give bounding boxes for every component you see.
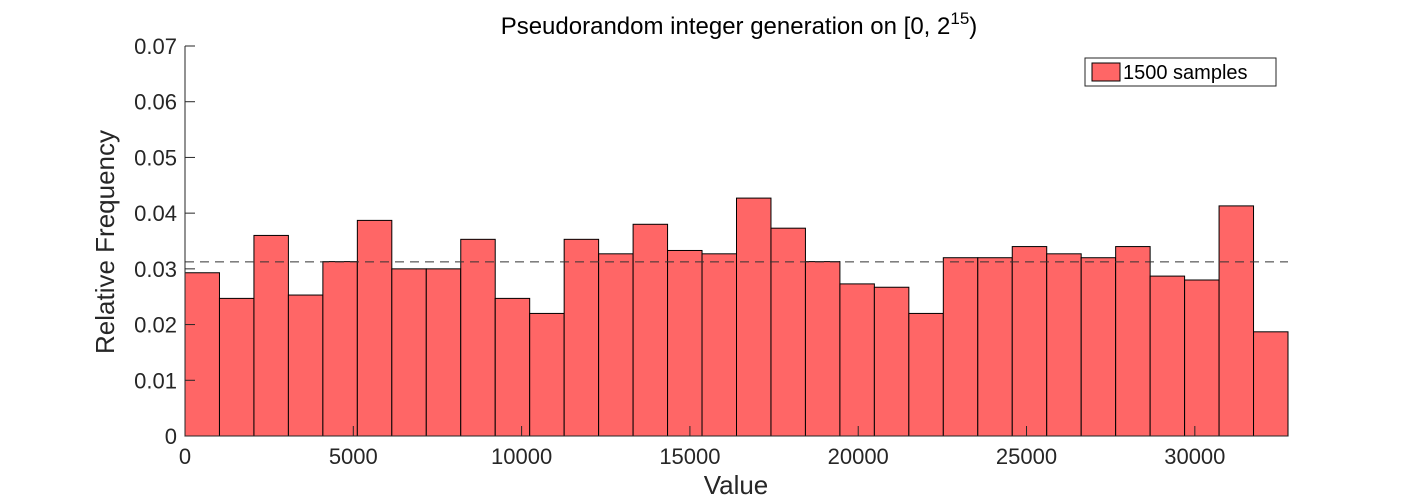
histogram-bar bbox=[736, 197, 772, 437]
y-tick-label: 0.02 bbox=[134, 313, 177, 338]
bars-group bbox=[184, 197, 1289, 437]
chart-title-exponent: 15 bbox=[950, 9, 969, 28]
y-tick-label: 0.07 bbox=[134, 34, 177, 59]
y-tick-label: 0.03 bbox=[134, 257, 177, 282]
histogram-bar bbox=[1149, 275, 1186, 437]
histogram-bar bbox=[598, 253, 634, 437]
x-tick-label: 10000 bbox=[491, 444, 552, 469]
histogram-bar bbox=[391, 268, 427, 437]
y-tick-label: 0.05 bbox=[134, 145, 177, 170]
x-ticks: 0 5000 10000 15000 20000 25000 30000 bbox=[179, 426, 1225, 469]
histogram-bar bbox=[873, 286, 910, 437]
x-tick-label: 25000 bbox=[996, 444, 1057, 469]
histogram-bar bbox=[218, 297, 255, 437]
histogram-bar bbox=[322, 261, 358, 437]
y-axis-title: Relative Frequency bbox=[90, 130, 120, 354]
legend-label: 1500 samples bbox=[1123, 62, 1248, 84]
histogram-bar bbox=[770, 227, 806, 437]
y-tick-label: 0 bbox=[165, 424, 177, 449]
histogram-bar bbox=[701, 253, 737, 437]
histogram-bar bbox=[1115, 246, 1151, 437]
histogram-bar bbox=[529, 312, 565, 437]
histogram-bar bbox=[1046, 253, 1082, 437]
histogram-bar bbox=[563, 238, 600, 437]
x-tick-label: 15000 bbox=[659, 444, 720, 469]
histogram-bar bbox=[460, 238, 496, 437]
histogram-bar bbox=[1184, 279, 1220, 437]
y-ticks: 0 0.01 0.02 0.03 0.04 0.05 0.06 0.07 bbox=[134, 34, 195, 449]
y-tick-label: 0.01 bbox=[134, 368, 177, 393]
y-tick-label: 0.04 bbox=[134, 201, 177, 226]
histogram-bar bbox=[1011, 246, 1048, 437]
y-tick-label: 0.06 bbox=[134, 90, 177, 115]
histogram-bar bbox=[942, 257, 979, 437]
histogram-bar bbox=[632, 223, 669, 437]
histogram-bar bbox=[839, 283, 875, 437]
x-tick-label: 30000 bbox=[1164, 444, 1225, 469]
histogram-bar bbox=[287, 294, 324, 437]
legend: 1500 samples bbox=[1084, 57, 1277, 87]
chart-title: Pseudorandom integer generation on [0, 2… bbox=[501, 9, 978, 40]
chart-title-suffix: ) bbox=[969, 13, 977, 40]
legend-swatch bbox=[1091, 62, 1121, 82]
x-tick-label: 20000 bbox=[828, 444, 889, 469]
histogram-bar bbox=[908, 312, 944, 437]
x-tick-label: 0 bbox=[179, 444, 191, 469]
x-axis-title: Value bbox=[704, 470, 769, 500]
chart-title-main: Pseudorandom integer generation on [0, 2 bbox=[501, 13, 951, 40]
x-tick-label: 5000 bbox=[329, 444, 378, 469]
histogram-bar bbox=[184, 272, 220, 437]
histogram-bar bbox=[1080, 257, 1117, 437]
histogram-bar bbox=[494, 297, 531, 437]
histogram-bar bbox=[1218, 205, 1255, 437]
histogram-bar bbox=[253, 234, 289, 437]
histogram-bar bbox=[425, 268, 462, 437]
histogram-bar bbox=[667, 249, 703, 437]
histogram-bar bbox=[356, 219, 393, 437]
histogram-bar bbox=[804, 261, 841, 437]
histogram-bar bbox=[977, 257, 1013, 437]
histogram-bar bbox=[1253, 331, 1289, 437]
